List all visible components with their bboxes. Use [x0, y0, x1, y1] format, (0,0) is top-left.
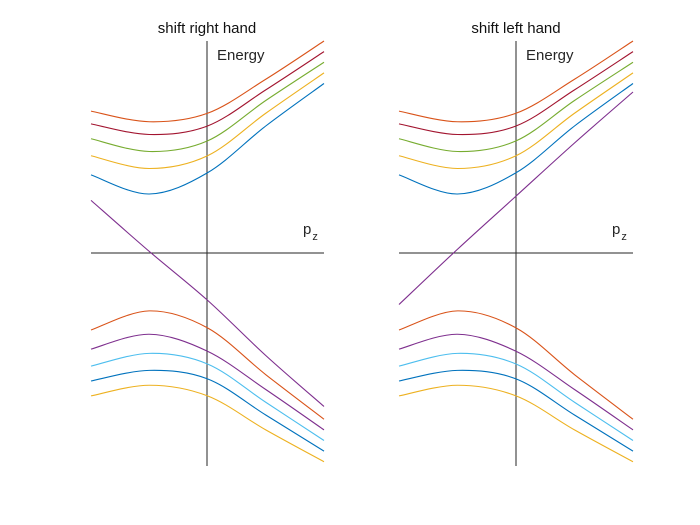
- series-line-4: [398, 72, 634, 170]
- series-line-1: [90, 40, 325, 123]
- series-line-3: [90, 61, 325, 153]
- series-line-6: [90, 199, 325, 407]
- series-line-11: [398, 384, 634, 463]
- series-line-4: [90, 72, 325, 170]
- series-line-5: [90, 83, 325, 195]
- series-line-2: [398, 51, 634, 136]
- chart-panel-shift-left: shift left hand Energy pz: [398, 20, 634, 466]
- series-line-9: [90, 352, 325, 441]
- chart-panel-shift-right: shift right hand Energy pz: [90, 20, 325, 466]
- series-line-9: [398, 352, 634, 441]
- series-group: [90, 40, 325, 463]
- chart-title: shift left hand: [471, 20, 560, 37]
- y-axis-label: Energy: [217, 47, 265, 64]
- series-group: [398, 40, 634, 463]
- series-line-7: [90, 310, 325, 420]
- series-line-10: [90, 369, 325, 452]
- series-line-5: [398, 83, 634, 195]
- series-line-10: [398, 369, 634, 452]
- x-axis-label-main: p: [303, 221, 311, 238]
- series-line-1: [398, 40, 634, 123]
- series-line-8: [90, 333, 325, 431]
- series-line-8: [398, 333, 634, 431]
- y-axis-label: Energy: [526, 47, 574, 64]
- x-axis-label: pz: [303, 221, 318, 243]
- series-line-11: [90, 384, 325, 463]
- series-line-7: [398, 310, 634, 420]
- series-line-2: [90, 51, 325, 136]
- chart-title: shift right hand: [158, 20, 256, 37]
- x-axis-label: pz: [612, 221, 627, 243]
- x-axis-label-main: p: [612, 221, 620, 238]
- x-axis-label-sub: z: [621, 231, 627, 243]
- series-line-3: [398, 61, 634, 153]
- series-line-6: [398, 91, 634, 305]
- x-axis-label-sub: z: [312, 231, 318, 243]
